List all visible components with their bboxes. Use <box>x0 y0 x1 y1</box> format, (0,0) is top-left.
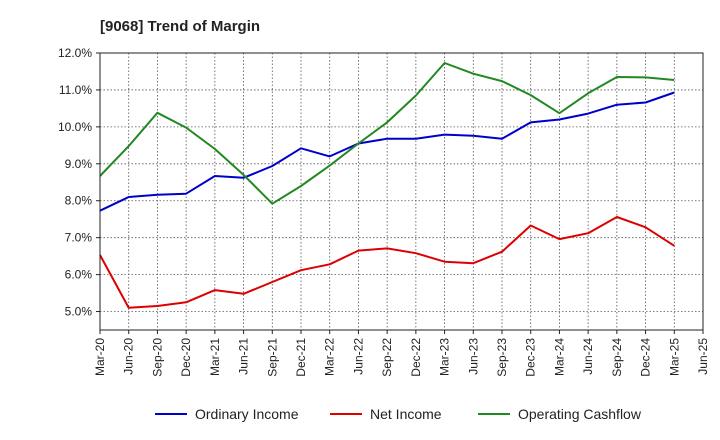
x-tick-label: Jun-22 <box>351 338 365 375</box>
x-tick-label: Sep-23 <box>495 338 509 377</box>
x-tick-label: Dec-21 <box>294 338 308 377</box>
x-tick-label: Mar-24 <box>552 338 566 376</box>
y-axis-ticks: 12.0% 11.0% 10.0% 9.0% 8.0% 7.0% 6.0% 5.0% <box>58 46 100 319</box>
legend: Ordinary Income Net Income Operating Cashf… <box>155 406 642 422</box>
series-lines <box>99 62 675 309</box>
chart-title: [9068] Trend of Margin <box>100 18 260 35</box>
x-axis-ticks: Mar-20 Jun-20 Sep-20 Dec-20 Mar-21 Jun-21 Sep-… <box>93 330 710 377</box>
x-tick-label: Jun-24 <box>581 338 595 375</box>
y-tick-label: 11.0% <box>59 83 92 97</box>
x-tick-label: Dec-22 <box>409 338 423 377</box>
x-tick-label: Jun-21 <box>237 338 251 375</box>
y-tick-label: 7.0% <box>65 231 93 245</box>
x-tick-label: Mar-22 <box>323 338 337 376</box>
y-tick-label: 12.0% <box>58 46 92 60</box>
y-tick-label: 9.0% <box>65 157 93 171</box>
plot-frame <box>99 52 704 331</box>
y-tick-label: 6.0% <box>65 268 93 282</box>
x-tick-label: Mar-20 <box>93 338 107 376</box>
x-tick-label: Jun-25 <box>696 338 710 375</box>
y-tick-label: 5.0% <box>65 305 93 319</box>
series-line-operating-cashflow <box>99 62 675 205</box>
series-line-net-income <box>99 216 675 309</box>
x-tick-label: Mar-25 <box>667 338 681 376</box>
x-tick-label: Dec-23 <box>524 338 538 377</box>
legend-label: Ordinary Income <box>195 406 299 422</box>
y-tick-label: 8.0% <box>65 194 93 208</box>
x-tick-label: Mar-23 <box>438 338 452 376</box>
grid-lines <box>99 52 704 330</box>
x-tick-label: Mar-21 <box>208 338 222 376</box>
x-tick-label: Sep-22 <box>380 338 394 377</box>
x-tick-label: Dec-24 <box>639 338 653 377</box>
series-line-ordinary-income <box>99 91 675 212</box>
x-tick-label: Jun-23 <box>466 338 480 375</box>
legend-label: Net Income <box>370 406 442 422</box>
x-tick-label: Sep-24 <box>610 338 624 377</box>
legend-label: Operating Cashflow <box>518 406 642 422</box>
y-tick-label: 10.0% <box>58 120 92 134</box>
x-tick-label: Sep-20 <box>150 338 164 377</box>
x-tick-label: Jun-20 <box>122 338 136 375</box>
x-tick-label: Sep-21 <box>265 338 279 377</box>
x-tick-label: Dec-20 <box>179 338 193 377</box>
